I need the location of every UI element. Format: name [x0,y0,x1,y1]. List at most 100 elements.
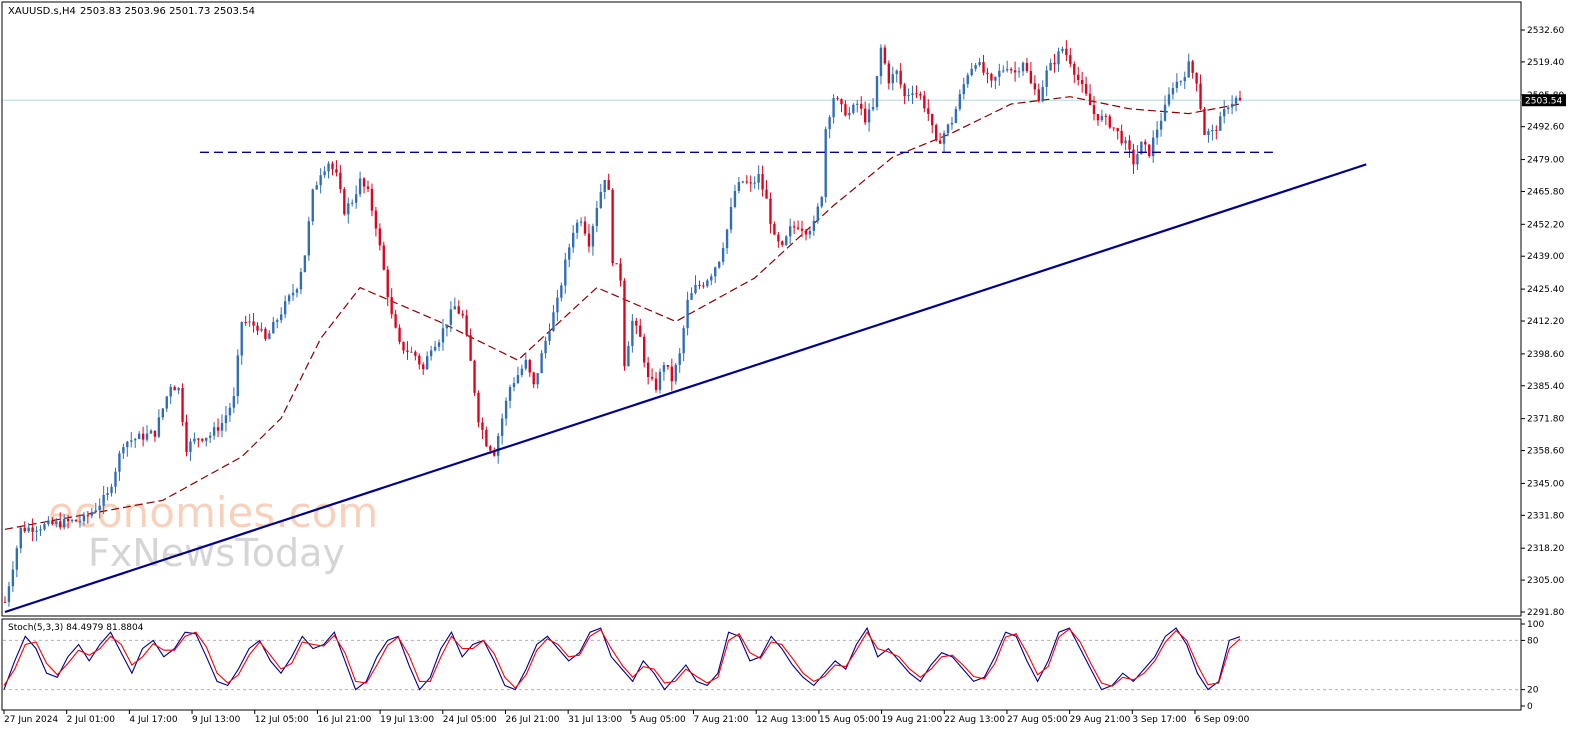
bullish-candle [516,375,520,384]
bullish-candle [1211,129,1214,132]
time-tick-label: 12 Aug 13:00 [756,715,817,725]
stochastic-tick-label: 100 [1527,620,1544,630]
bullish-candle [946,124,950,134]
time-tick-label: 19 Jul 13:00 [380,715,434,725]
price-tick-label: 2452.20 [1527,220,1564,230]
time-tick-label: 31 Jul 13:00 [568,715,622,725]
bullish-candle [721,248,725,262]
bullish-candle [966,75,969,85]
bearish-candle [1065,48,1068,56]
bullish-candle [137,433,141,440]
bearish-candle [1025,62,1029,72]
price-tick-label: 2412.20 [1527,317,1564,327]
bullish-candle [27,527,30,532]
bullish-candle [437,342,441,347]
bullish-candle [552,312,555,331]
bullish-candle [212,427,216,436]
bullish-candle [189,441,192,452]
bullish-candle [319,175,322,186]
bullish-candle [1226,107,1230,109]
time-tick-label: 3 Sep 17:00 [1132,715,1187,725]
bullish-candle [564,259,567,286]
bearish-candle [366,186,370,189]
bullish-candle [351,202,354,204]
bullish-candle [954,108,958,123]
bullish-candle [1002,70,1005,72]
bullish-candle [453,306,456,310]
bearish-candle [646,362,650,377]
bullish-candle [686,299,689,329]
bearish-candle [899,70,902,85]
price-tick-label: 2425.40 [1527,285,1564,295]
time-tick-label: 26 Jul 21:00 [505,715,559,725]
bullish-candle [1183,77,1186,82]
bearish-candle [1116,128,1119,132]
watermark-economies: economies.com [48,488,378,537]
bearish-candle [1132,149,1135,165]
bullish-candle [1021,62,1025,72]
bearish-candle [1096,114,1100,121]
bearish-candle [1144,141,1147,145]
price-tick-label: 2371.80 [1527,415,1564,425]
bearish-candle [927,108,930,114]
bullish-candle [228,407,232,416]
bullish-candle [674,364,677,382]
bullish-candle [1223,108,1226,117]
bullish-candle [1061,48,1064,52]
bearish-candle [59,521,62,528]
time-tick-label: 4 Jul 17:00 [129,715,178,725]
bullish-candle [998,70,1001,77]
bearish-candle [1112,127,1115,129]
moving-average-line [4,96,1241,530]
bullish-candle [283,301,287,315]
bearish-candle [1080,80,1084,85]
bullish-candle [220,423,224,431]
current-price-label: 2503.54 [1525,97,1562,107]
bullish-candle [47,520,50,525]
bearish-candle [181,387,184,422]
bearish-candle [370,188,374,211]
bullish-candle [741,181,745,183]
bearish-candle [418,355,421,365]
bearish-candle [414,351,417,356]
bullish-candle [1167,94,1171,105]
watermark-fxnewstoday: FxNewsToday [88,531,345,575]
bearish-candle [31,527,34,532]
bullish-candle [114,471,117,487]
bearish-candle [390,297,393,315]
bearish-candle [769,198,772,224]
bullish-candle [962,84,965,95]
bullish-candle [122,447,125,454]
bullish-candle [205,437,208,441]
candles [3,40,1242,607]
bearish-candle [252,321,255,326]
stochastic-tick-label: 20 [1527,686,1539,696]
bullish-candle [548,330,551,341]
bullish-candle [568,247,571,260]
bearish-candle [86,515,90,517]
bearish-candle [619,263,622,281]
bullish-candle [812,220,816,231]
time-tick-label: 7 Aug 21:00 [694,715,749,725]
price-tick-label: 2305.00 [1527,576,1564,586]
bearish-candle [804,230,808,235]
bullish-candle [193,438,196,442]
bullish-candle [678,353,681,365]
bearish-candle [923,95,926,109]
bullish-candle [268,333,271,340]
stochastic-lines: 100 80 20 0 [3,620,1544,712]
bullish-candle [55,521,58,525]
time-tick-label: 27 Jun 2024 [4,715,58,725]
bullish-candle [276,320,279,322]
price-tick-label: 2331.80 [1527,511,1564,521]
bearish-candle [860,103,863,109]
ascending-trendline [4,163,1367,614]
bullish-candle [891,74,894,84]
bullish-candle [291,292,295,296]
bullish-candle [1175,81,1179,89]
bullish-candle [540,353,543,374]
bearish-candle [473,360,476,393]
bullish-candle [1057,51,1060,65]
bearish-candle [339,172,342,190]
time-tick-label: 27 Aug 05:00 [1007,715,1068,725]
